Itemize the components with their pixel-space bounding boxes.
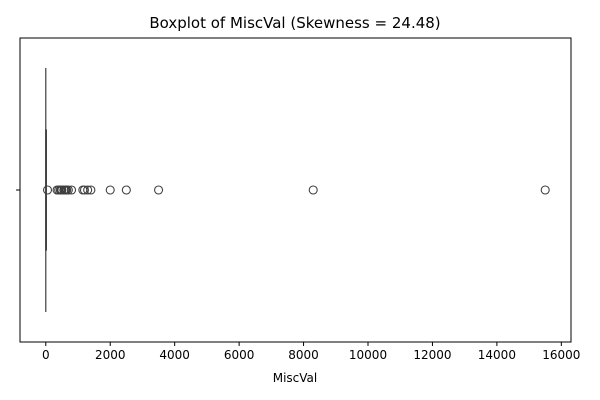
x-tick-label: 10000 (349, 348, 387, 362)
x-tick-label: 0 (42, 348, 50, 362)
outlier-point (154, 185, 164, 195)
whisker-layer (45, 68, 47, 312)
outlier-point (83, 185, 93, 195)
x-axis-label: MiscVal (273, 371, 318, 385)
outlier-point (42, 185, 53, 195)
outlier-point (67, 185, 77, 195)
outlier-point (79, 185, 89, 195)
x-tick-label: 12000 (413, 348, 451, 362)
x-tick-label: 16000 (542, 348, 580, 362)
x-tick-label: 6000 (224, 348, 255, 362)
x-axis-ticks: 0 2000 4000 6000 8000 10000 12000 14000 16000 (42, 342, 580, 362)
outlier-point (86, 185, 96, 195)
chart-title: Boxplot of MiscVal (Skewness = 24.48) (149, 14, 440, 32)
outlier-point (63, 185, 73, 195)
x-tick-label: 8000 (288, 348, 319, 362)
outlier-point (105, 185, 115, 195)
x-tick-label: 4000 (159, 348, 190, 362)
x-tick-label: 14000 (478, 348, 516, 362)
outliers-layer (42, 185, 550, 195)
plot-frame (19, 37, 572, 343)
outlier-point (308, 185, 318, 195)
outlier-point (540, 185, 550, 195)
outlier-point (121, 185, 131, 195)
x-tick-label: 2000 (95, 348, 126, 362)
